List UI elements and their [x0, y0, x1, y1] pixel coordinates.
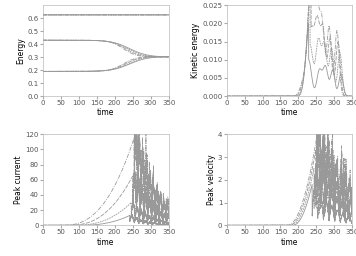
X-axis label: time: time	[281, 238, 298, 247]
X-axis label: time: time	[281, 108, 298, 117]
Y-axis label: Energy: Energy	[16, 37, 25, 64]
Y-axis label: Peak velocity: Peak velocity	[207, 154, 216, 205]
X-axis label: time: time	[97, 238, 114, 247]
Y-axis label: Peak current: Peak current	[14, 156, 23, 204]
X-axis label: time: time	[97, 108, 114, 117]
Y-axis label: Kinetic energy: Kinetic energy	[191, 23, 200, 78]
